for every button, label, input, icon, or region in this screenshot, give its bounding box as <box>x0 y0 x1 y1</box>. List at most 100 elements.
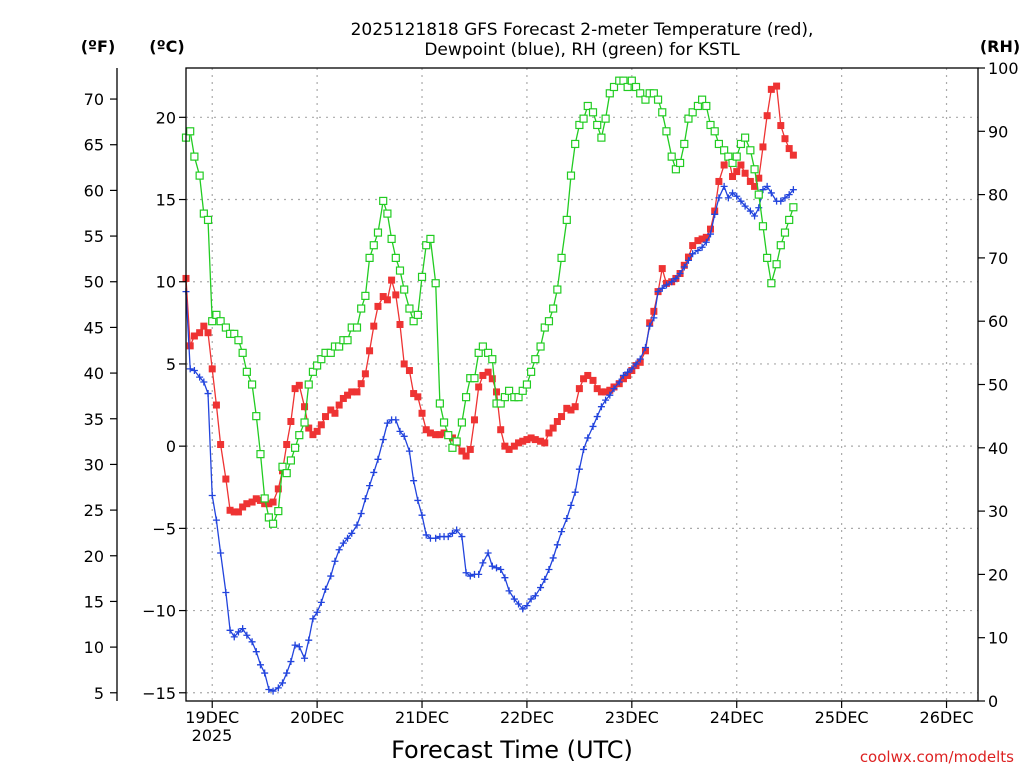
2-meter-temperature-point <box>196 329 204 337</box>
dewpoint-point <box>212 516 220 524</box>
rh-point <box>724 152 733 161</box>
rh-point <box>780 228 790 237</box>
2-meter-temperature-point <box>414 393 422 401</box>
rh-point <box>641 95 650 104</box>
dewpoint-point <box>305 636 313 644</box>
dewpoint-point <box>606 391 614 399</box>
rh-point <box>195 171 204 180</box>
dewpoint-point <box>729 189 737 197</box>
chart-title-line1: 2025121818 GFS Forecast 2-meter Temperat… <box>351 20 814 40</box>
rh-point <box>732 152 741 161</box>
rh-point <box>544 317 554 326</box>
dewpoint-point <box>301 654 309 662</box>
rh-point <box>684 114 693 123</box>
rh-tick-label: 70 <box>988 249 1008 268</box>
2-meter-temperature-point <box>470 416 478 424</box>
dewpoint-point <box>322 585 330 593</box>
2-meter-temperature-point <box>755 174 763 182</box>
rh-point <box>387 234 396 244</box>
rh-point <box>313 361 322 370</box>
rh-point <box>260 494 269 503</box>
dewpoint-point <box>537 584 545 592</box>
dewpoint-point <box>370 468 378 476</box>
dewpoint-point <box>422 531 430 539</box>
2-meter-temperature-point <box>729 173 737 181</box>
rh-point <box>190 152 199 161</box>
rh-point <box>383 209 392 218</box>
dewpoint-point <box>567 501 575 509</box>
2-meter-temperature-point <box>593 385 601 393</box>
rh-point <box>514 393 523 402</box>
2-meter-temperature-point <box>357 380 365 388</box>
dewpoint-point <box>711 210 719 218</box>
rh-point <box>234 336 243 345</box>
dewpoint-point <box>217 549 225 557</box>
dewpoint-point <box>680 263 688 271</box>
dewpoint-point <box>291 641 299 649</box>
dewpoint-point <box>619 371 627 379</box>
x-tick-label: 25DEC <box>815 708 869 727</box>
dewpoint-point <box>751 212 759 220</box>
x-tick-label: 23DEC <box>605 708 659 727</box>
rh-point <box>706 120 715 130</box>
2-meter-temperature-point <box>361 370 369 378</box>
rh-point <box>571 139 580 149</box>
dewpoint-point <box>396 427 404 435</box>
dewpoint-point <box>781 194 789 202</box>
dewpoint-point <box>313 608 321 616</box>
celsius-tick-label: 10 <box>156 273 176 292</box>
2-meter-temperature-point <box>234 508 242 516</box>
rh-point <box>549 304 558 313</box>
2-meter-temperature-point <box>239 503 247 511</box>
2-meter-temperature-point <box>702 233 710 241</box>
rh-point <box>772 260 781 269</box>
2-meter-temperature-point <box>261 500 269 508</box>
2-meter-temperature-point <box>658 265 666 273</box>
dewpoint-point <box>624 368 632 376</box>
2-meter-temperature-series <box>182 82 797 516</box>
fahrenheit-tick-label: 10 <box>84 638 104 657</box>
2-meter-temperature-point <box>383 296 391 304</box>
rh-point <box>405 304 414 313</box>
dewpoint-point <box>448 529 456 537</box>
dewpoint-point <box>558 528 566 536</box>
dewpoint-point <box>222 588 230 596</box>
rh-point <box>439 418 449 427</box>
2-meter-temperature-point <box>200 322 208 330</box>
dewpoint-point <box>597 403 605 411</box>
rh-point <box>522 380 532 389</box>
x-start-year-label: 2025 <box>192 726 233 745</box>
rh-point <box>256 450 265 459</box>
dewpoint-point <box>741 202 749 210</box>
dewpoint-point <box>479 559 487 567</box>
rh-point <box>461 393 471 402</box>
rh-point <box>579 114 588 123</box>
rh-point <box>470 374 479 383</box>
dewpoint-point <box>497 565 505 573</box>
dewpoint-point <box>662 281 670 289</box>
dewpoint-point <box>549 554 557 562</box>
2-meter-temperature-point <box>283 441 291 449</box>
dewpoint-point <box>279 679 287 687</box>
2-meter-temperature-point <box>519 437 527 445</box>
2-meter-temperature-point <box>781 135 789 143</box>
rh-point <box>566 171 576 180</box>
2-meter-temperature-point <box>462 452 470 460</box>
rh-point <box>426 234 435 244</box>
2-meter-temperature-point <box>505 445 513 453</box>
rh-point <box>500 393 509 402</box>
2-meter-temperature-point <box>222 475 230 483</box>
rh-point <box>264 513 273 522</box>
2-meter-temperature-point <box>567 406 575 414</box>
rh-point <box>208 317 217 326</box>
dewpoint-point <box>654 288 662 296</box>
2-meter-temperature-point <box>265 500 273 508</box>
dewpoint-point <box>488 562 496 570</box>
2-meter-temperature-point <box>501 442 509 450</box>
dewpoint-point <box>196 373 204 381</box>
dewpoint-point <box>453 526 461 534</box>
rh-point <box>335 342 344 351</box>
2-meter-temperature-point <box>763 112 771 120</box>
2-meter-temperature-point <box>370 322 378 330</box>
dewpoint-point <box>767 189 775 197</box>
